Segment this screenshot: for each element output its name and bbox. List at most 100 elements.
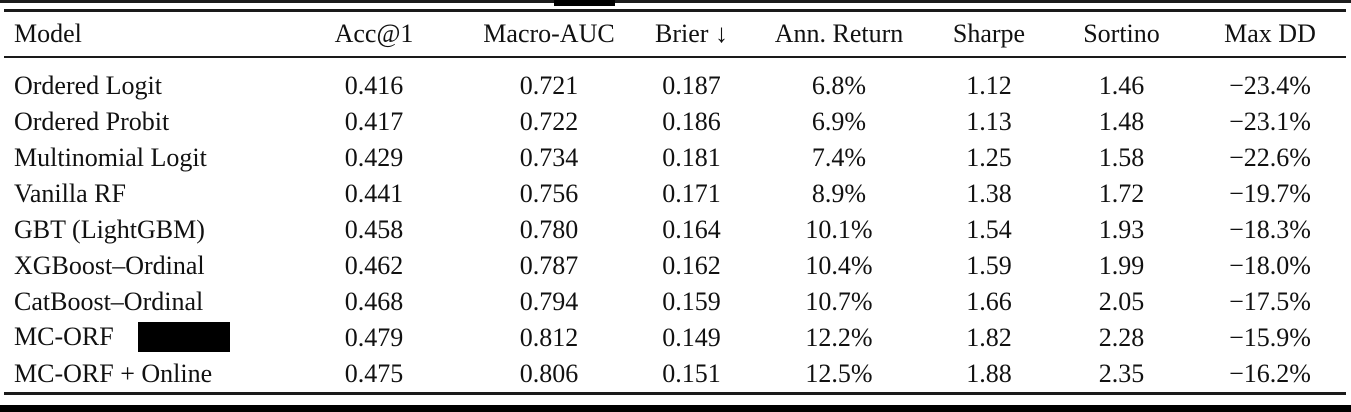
cell-sortino: 1.48 <box>1098 107 1145 136</box>
cell-sharpe: 1.88 <box>966 359 1012 388</box>
cell-sortino: 2.28 <box>1098 323 1145 352</box>
table-row: Multinomial Logit 0.429 0.734 0.181 7.4% 1.25… <box>4 140 1346 176</box>
caption-redaction-box <box>554 0 615 6</box>
cropped-bottom-rule-band <box>0 405 1351 412</box>
cell-max-dd: −23.1% <box>1229 107 1311 136</box>
cell-max-dd: −15.9% <box>1229 323 1311 352</box>
cell-brier: 0.159 <box>662 287 721 316</box>
cell-sortino: 1.99 <box>1098 251 1145 280</box>
model-label: Ordered Logit <box>14 71 163 100</box>
cell-sharpe: 1.59 <box>966 251 1012 280</box>
cell-sharpe: 1.25 <box>966 143 1012 172</box>
col-header-ann-return: Ann. Return <box>749 10 929 58</box>
cell-brier: 0.149 <box>662 323 721 352</box>
col-header-macro-auc: Macro-AUC <box>464 10 634 58</box>
cell-macro-auc: 0.780 <box>519 215 579 244</box>
cell-macro-auc: 0.721 <box>519 71 579 100</box>
cell-ann-return: 10.4% <box>805 251 873 280</box>
col-header-sortino: Sortino <box>1049 10 1194 58</box>
cell-ann-return: 6.9% <box>811 107 867 136</box>
cell-brier: 0.162 <box>662 251 721 280</box>
cell-max-dd: −22.6% <box>1229 143 1311 172</box>
cell-ann-return: 12.5% <box>805 359 873 388</box>
cell-ann-return: 12.2% <box>805 323 873 352</box>
cell-brier: 0.187 <box>662 71 721 100</box>
cell-model: GBT (LightGBM) <box>4 212 284 248</box>
cell-acc1: 0.417 <box>344 107 404 136</box>
cell-sortino: 1.58 <box>1098 143 1145 172</box>
cell-acc1: 0.468 <box>344 287 404 316</box>
cell-acc1: 0.479 <box>344 323 404 352</box>
cell-max-dd: −16.2% <box>1229 359 1311 388</box>
table-row: CatBoost–Ordinal 0.468 0.794 0.159 10.7% 1.66… <box>4 284 1346 320</box>
cell-macro-auc: 0.734 <box>519 143 579 172</box>
model-label: Vanilla RF <box>14 179 126 208</box>
cell-model: Ordered Logit <box>4 57 284 104</box>
cell-brier: 0.164 <box>662 215 721 244</box>
cell-model: Ordered Probit <box>4 104 284 140</box>
cell-sharpe: 1.13 <box>966 107 1012 136</box>
model-label: XGBoost–Ordinal <box>14 251 205 280</box>
cell-sharpe: 1.54 <box>966 215 1012 244</box>
cell-max-dd: −23.4% <box>1229 71 1311 100</box>
cell-macro-auc: 0.722 <box>519 107 579 136</box>
cell-macro-auc: 0.812 <box>519 323 579 352</box>
cell-sharpe: 1.66 <box>966 287 1012 316</box>
cell-brier: 0.171 <box>662 179 721 208</box>
col-header-acc1: Acc@1 <box>284 10 464 58</box>
cell-model: Vanilla RF <box>4 176 284 212</box>
table-row: Ordered Logit 0.416 0.721 0.187 6.8% 1.12 1.46… <box>4 57 1346 104</box>
cell-sortino: 1.46 <box>1098 71 1145 100</box>
cell-ann-return: 8.9% <box>811 179 867 208</box>
model-label: CatBoost–Ordinal <box>14 287 204 316</box>
header-row: Model Acc@1 Macro-AUC Brier ↓ Ann. Retur… <box>4 10 1346 58</box>
cell-ann-return: 6.8% <box>811 71 867 100</box>
cell-brier: 0.181 <box>662 143 721 172</box>
cell-model: Multinomial Logit <box>4 140 284 176</box>
model-label: MC-ORF + Online <box>14 359 213 388</box>
col-header-brier: Brier ↓ <box>634 10 749 58</box>
cell-max-dd: −18.3% <box>1229 215 1311 244</box>
cell-macro-auc: 0.794 <box>519 287 579 316</box>
cell-model: CatBoost–Ordinal <box>4 284 284 320</box>
model-label: GBT (LightGBM) <box>14 215 205 244</box>
cell-acc1: 0.475 <box>344 359 404 388</box>
cell-sharpe: 1.38 <box>966 179 1012 208</box>
cell-acc1: 0.416 <box>344 71 404 100</box>
cell-max-dd: −17.5% <box>1229 287 1311 316</box>
cell-acc1: 0.462 <box>344 251 404 280</box>
cell-sharpe: 1.82 <box>966 323 1012 352</box>
cell-sortino: 2.35 <box>1098 359 1145 388</box>
cell-sortino: 1.93 <box>1098 215 1145 244</box>
cropped-top-rule <box>0 0 1351 3</box>
col-header-max-dd: Max DD <box>1194 10 1346 58</box>
cell-max-dd: −19.7% <box>1229 179 1311 208</box>
cell-acc1: 0.441 <box>344 179 404 208</box>
cell-brier: 0.186 <box>662 107 721 136</box>
table-row: Ordered Probit 0.417 0.722 0.186 6.9% 1.13 1.4… <box>4 104 1346 140</box>
cell-ann-return: 10.7% <box>805 287 873 316</box>
cell-sortino: 1.72 <box>1098 179 1145 208</box>
cell-model: MC-ORF <box>4 320 284 356</box>
cell-acc1: 0.429 <box>344 143 404 172</box>
cell-sortino: 2.05 <box>1098 287 1145 316</box>
table-row: GBT (LightGBM) 0.458 0.780 0.164 10.1% 1.54 1.… <box>4 212 1346 248</box>
cell-macro-auc: 0.756 <box>519 179 579 208</box>
cell-model: XGBoost–Ordinal <box>4 248 284 284</box>
cell-ann-return: 7.4% <box>811 143 867 172</box>
cell-sharpe: 1.12 <box>966 71 1012 100</box>
table-row: XGBoost–Ordinal 0.462 0.787 0.162 10.4% 1.59 1… <box>4 248 1346 284</box>
cell-macro-auc: 0.806 <box>519 359 579 388</box>
col-header-sharpe: Sharpe <box>929 10 1049 58</box>
cell-ann-return: 10.1% <box>805 215 873 244</box>
table-row: MC-ORF + Online 0.475 0.806 0.151 12.5% 1.88 2… <box>4 356 1346 394</box>
table-row: MC-ORF 0.479 0.812 0.149 12.2% 1.82 2.28 −15.9% <box>4 320 1346 356</box>
col-header-model: Model <box>4 10 284 58</box>
cell-max-dd: −18.0% <box>1229 251 1311 280</box>
model-label: MC-ORF <box>14 321 114 351</box>
cell-acc1: 0.458 <box>344 215 404 244</box>
model-redaction-box <box>137 322 230 353</box>
cell-model: MC-ORF + Online <box>4 356 284 394</box>
table-row: Vanilla RF 0.441 0.756 0.171 8.9% 1.38 1.72 −19… <box>4 176 1346 212</box>
